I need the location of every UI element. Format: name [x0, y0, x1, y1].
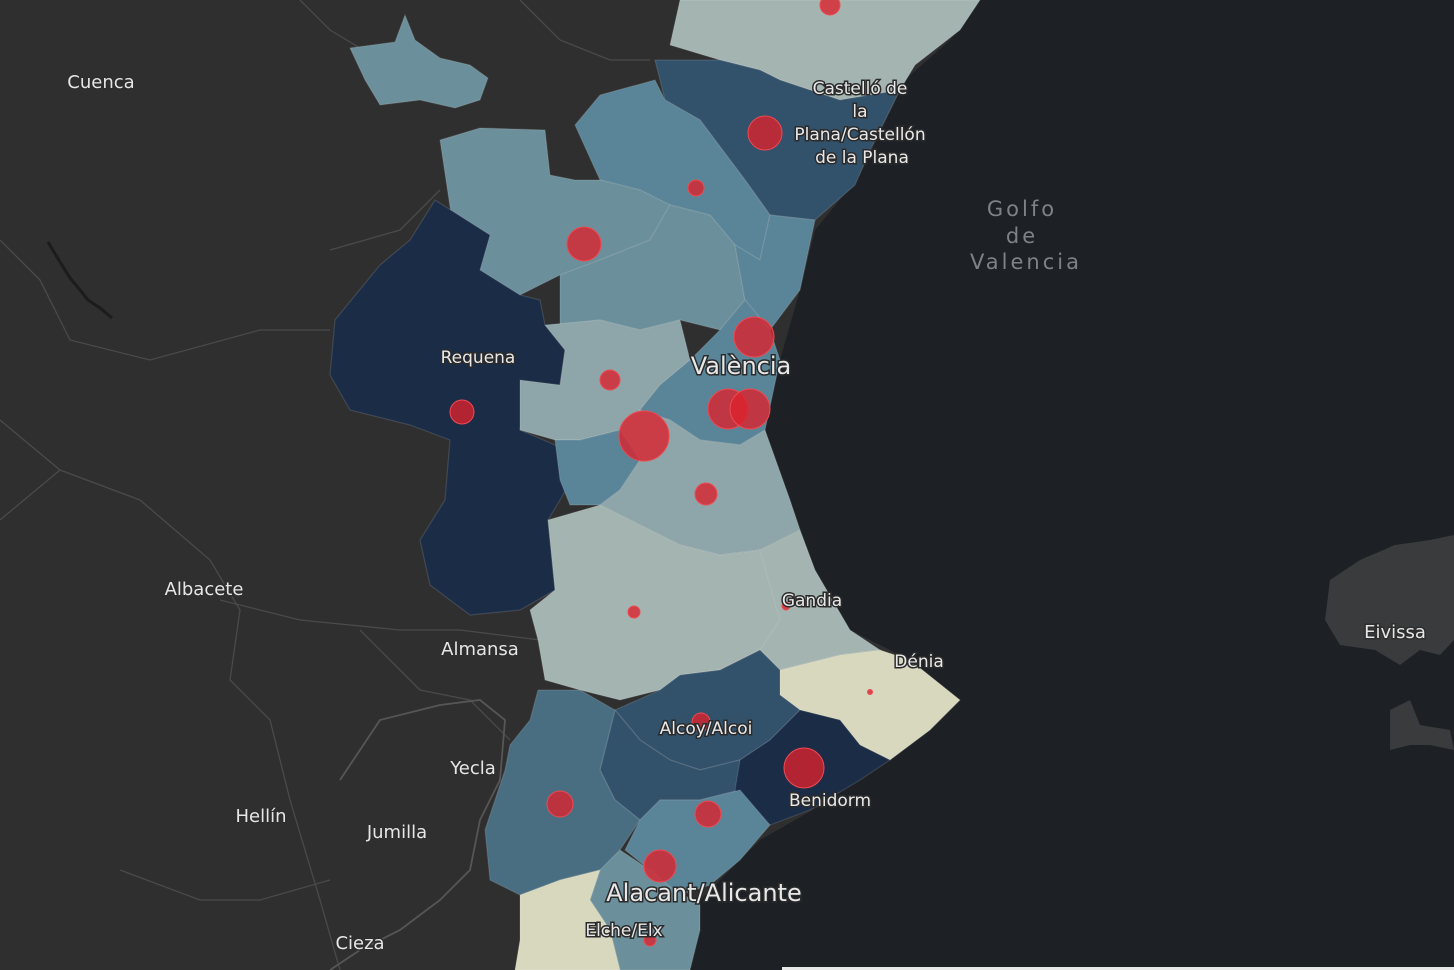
label-gandia: Gandia — [782, 591, 842, 611]
island-ibiza — [1325, 535, 1454, 665]
attribution-strip — [782, 967, 1454, 970]
bubbles[interactable] — [449, 0, 873, 947]
bubble-sagunto[interactable] — [733, 316, 775, 358]
province-border — [329, 699, 506, 970]
bubble-gandia[interactable] — [781, 601, 791, 611]
island-formentera — [1390, 700, 1454, 750]
bubble-valencia-2[interactable] — [729, 388, 771, 430]
label-jumilla: Jumilla — [366, 822, 427, 843]
bubble-cheste[interactable] — [599, 369, 621, 391]
label-elche: Elche/Elx — [585, 921, 662, 941]
bubble-denia[interactable] — [867, 689, 873, 695]
bubble-san-vicente[interactable] — [694, 800, 722, 828]
label-alicante: Alacant/Alicante — [606, 879, 801, 907]
label-alcoy: Alcoy/Alcoi — [660, 719, 753, 739]
label-castellon-2: la — [852, 102, 867, 122]
outside-place-labels: Cuenca Albacete Almansa Yecla Hellín Jum… — [66, 71, 1428, 956]
bubble-torrent[interactable] — [618, 410, 670, 462]
label-benidorm: Benidorm — [789, 791, 871, 811]
label-almansa: Almansa — [441, 639, 519, 660]
bubble-requena[interactable] — [449, 399, 475, 425]
label-castellon-4: de la Plana — [815, 148, 909, 168]
label-hellin: Hellín — [235, 806, 286, 827]
label-cuenca: Cuenca — [67, 72, 134, 93]
label-albacete: Albacete — [165, 579, 244, 600]
region-place-labels: Castelló de la Plana/Castellón de la Pla… — [439, 78, 945, 943]
sea-label-line-1: Golfo — [987, 197, 1057, 221]
sea-label: Golfo de Valencia — [970, 197, 1082, 274]
bubble-castellon[interactable] — [747, 115, 783, 151]
sea-label-line-2: de — [1006, 224, 1038, 248]
label-castellon-1: Castelló de — [813, 79, 908, 99]
label-eivissa: Eivissa — [1364, 622, 1426, 643]
label-denia: Dénia — [894, 652, 943, 672]
reservoir — [46, 241, 113, 320]
boundary-lines — [0, 0, 650, 970]
region-camp-de-morvedre[interactable] — [734, 214, 816, 331]
bubble-benidorm[interactable] — [783, 747, 825, 789]
label-requena: Requena — [441, 348, 516, 368]
bubble-segorbe[interactable] — [687, 179, 705, 197]
bubble-elda[interactable] — [546, 790, 574, 818]
region-baix-vinalopo[interactable] — [514, 869, 621, 970]
label-cieza: Cieza — [335, 933, 384, 954]
region-marina-alta[interactable] — [779, 649, 961, 761]
bubble-alicante[interactable] — [643, 849, 677, 883]
bubble-elche[interactable] — [643, 933, 657, 947]
label-castellon-3: Plana/Castellón — [794, 125, 925, 145]
bubble-alcoy[interactable] — [691, 712, 711, 732]
bubble-xativa[interactable] — [627, 605, 641, 619]
bubble-serranos[interactable] — [566, 226, 602, 262]
bubble-alzira[interactable] — [694, 482, 718, 506]
sea-label-line-3: Valencia — [970, 250, 1082, 274]
bubble-north[interactable] — [819, 0, 841, 16]
label-valencia: València — [691, 352, 791, 380]
label-yecla: Yecla — [449, 758, 496, 779]
region-rincon-ademuz[interactable] — [349, 13, 489, 109]
